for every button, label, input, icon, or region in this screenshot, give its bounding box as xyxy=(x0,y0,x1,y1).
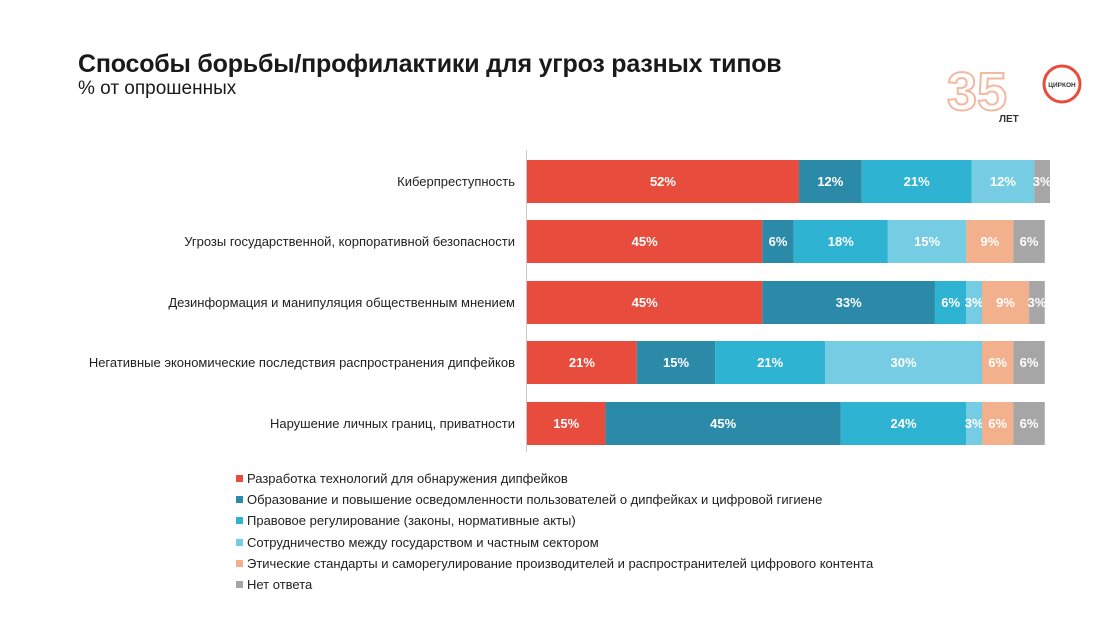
data-label: 33% xyxy=(836,295,862,310)
bar-segment xyxy=(527,160,799,203)
legend-item: Разработка технологий для обнаружения ди… xyxy=(236,468,873,489)
legend-swatch xyxy=(236,559,243,567)
category-label: Угрозы государственной, корпоративной бе… xyxy=(184,234,515,249)
legend-item: Образование и повышение осведомленности … xyxy=(236,489,873,510)
legend-label: Правовое регулирование (законы, норматив… xyxy=(247,513,576,529)
logo-number: 35 xyxy=(947,62,1007,122)
category-label: Дезинформация и манипуляция общественным… xyxy=(168,295,515,310)
legend-label: Сотрудничество между государством и част… xyxy=(247,534,599,550)
data-label: 21% xyxy=(904,174,930,189)
data-label: 45% xyxy=(710,416,736,431)
bar-segment xyxy=(982,281,1030,324)
data-label: 3% xyxy=(965,295,984,310)
bar-segment xyxy=(762,281,935,324)
bar-segment xyxy=(527,281,763,324)
data-label: 45% xyxy=(632,295,658,310)
data-label: 15% xyxy=(914,234,940,249)
bar-segment xyxy=(971,160,1035,203)
chart-legend: Разработка технологий для обнаружения ди… xyxy=(236,468,873,595)
bar-segment xyxy=(840,402,967,445)
logo-brand: ЦИРКОН xyxy=(1048,82,1076,89)
bar-segment xyxy=(982,402,1014,445)
data-label: 3% xyxy=(1033,174,1052,189)
bar-segment xyxy=(1013,341,1045,384)
bar-segment xyxy=(527,402,606,445)
data-label: 18% xyxy=(828,234,854,249)
data-label: 9% xyxy=(980,234,999,249)
data-label: 6% xyxy=(941,295,960,310)
legend-label: Разработка технологий для обнаружения ди… xyxy=(247,471,568,487)
bar-segment xyxy=(798,160,862,203)
legend-label: Этические стандарты и саморегулирование … xyxy=(247,555,874,571)
legend-label: Образование и повышение осведомленности … xyxy=(247,492,823,508)
bar-segment xyxy=(887,220,967,263)
legend-swatch xyxy=(236,475,243,483)
legend-item: Сотрудничество между государством и част… xyxy=(236,532,873,553)
data-label: 52% xyxy=(650,174,676,189)
category-label: Негативные экономические последствия рас… xyxy=(89,355,515,370)
bar-segment xyxy=(715,341,826,384)
legend-item: Правовое регулирование (законы, норматив… xyxy=(236,510,873,531)
data-label: 15% xyxy=(663,355,689,370)
bar-segment xyxy=(1034,160,1050,203)
legend-swatch xyxy=(236,538,243,546)
logo-years: ЛЕТ xyxy=(999,114,1019,125)
legend-label: Нет ответа xyxy=(247,577,313,593)
data-label: 6% xyxy=(1020,416,1039,431)
bar-segment xyxy=(966,402,983,445)
bar-segment xyxy=(966,220,1014,263)
data-label: 6% xyxy=(769,234,788,249)
bar-segment xyxy=(1013,402,1045,445)
data-label: 6% xyxy=(988,355,1007,370)
bar-segment xyxy=(1013,220,1045,263)
chart-subtitle: % от опрошенных xyxy=(78,78,237,99)
legend-item: Нет ответа xyxy=(236,574,873,595)
data-label: 15% xyxy=(553,416,579,431)
data-label: 21% xyxy=(757,355,783,370)
data-label: 9% xyxy=(996,295,1015,310)
data-label: 30% xyxy=(891,355,917,370)
bar-segment xyxy=(1029,281,1045,324)
data-label: 12% xyxy=(990,174,1016,189)
bar-segment xyxy=(793,220,888,263)
data-label: 6% xyxy=(1020,234,1039,249)
bar-segment xyxy=(636,341,716,384)
logo-ring-icon xyxy=(1042,64,1082,104)
bar-segment xyxy=(762,220,794,263)
category-label: Нарушение личных границ, приватности xyxy=(270,416,515,431)
data-label: 6% xyxy=(1020,355,1039,370)
data-label: 45% xyxy=(632,234,658,249)
bar-segment xyxy=(527,341,637,384)
anniversary-logo: 35 ЛЕТ ЦИРКОН xyxy=(946,61,1082,125)
legend-swatch xyxy=(236,581,243,589)
bar-segment xyxy=(527,220,763,263)
bar-segment xyxy=(861,160,972,203)
category-label: Киберпреступность xyxy=(397,174,515,189)
bar-segment xyxy=(934,281,967,324)
legend-swatch xyxy=(236,496,243,504)
data-label: 24% xyxy=(891,416,917,431)
bar-segment xyxy=(825,341,983,384)
chart-title: Способы борьбы/профилактики для угроз ра… xyxy=(78,50,782,78)
data-label: 6% xyxy=(988,416,1007,431)
data-label: 3% xyxy=(965,416,984,431)
bar-segment xyxy=(605,402,841,445)
data-label: 12% xyxy=(817,174,843,189)
bar-segment xyxy=(966,281,983,324)
data-label: 21% xyxy=(569,355,595,370)
legend-item: Этические стандарты и саморегулирование … xyxy=(236,553,873,574)
bar-segment xyxy=(982,341,1014,384)
data-label: 3% xyxy=(1028,295,1047,310)
legend-swatch xyxy=(236,517,243,525)
